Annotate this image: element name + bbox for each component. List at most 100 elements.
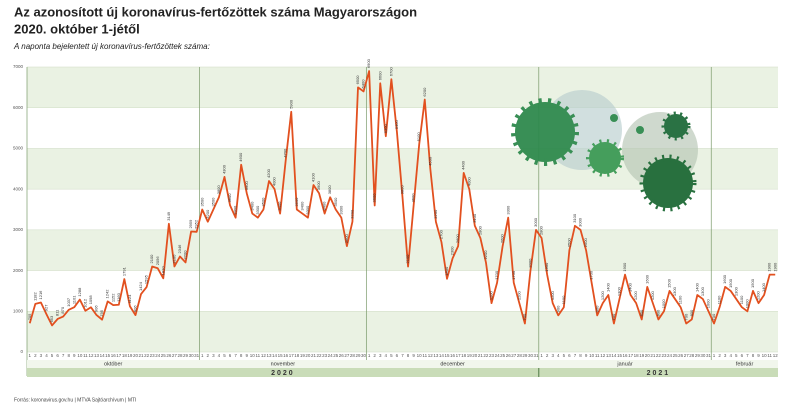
x-tick-label: 21 [478,353,484,358]
year-row [27,368,778,377]
value-label: 800 [639,309,644,316]
x-tick-label: 17 [116,353,122,358]
chart-subtitle: 2020. október 1-jétől [14,21,140,36]
x-tick-label: 7 [234,353,237,358]
value-label: 2200 [483,250,488,260]
value-label: 700 [522,313,527,320]
value-label: 5100 [416,132,421,142]
x-tick-label: 18 [122,353,128,358]
value-label: 3600 [411,193,416,203]
value-label: 5300 [383,124,388,134]
value-label: 6900 [366,58,371,68]
value-label: 3800 [400,185,405,195]
x-tick-label: 28 [350,353,356,358]
x-tick-label: 26 [506,353,512,358]
x-tick-label: 1 [713,353,716,358]
value-label: 1810 [160,266,165,276]
grid-band [27,229,778,271]
value-label: 3600 [372,193,377,203]
x-tick-label: 14 [439,353,445,358]
value-label: 3800 [216,185,221,195]
value-label: 3300 [505,205,510,215]
value-label: 1300 [733,286,738,296]
y-tick-label: 2000 [13,268,24,273]
value-label: 1400 [761,282,766,292]
value-label: 4200 [266,168,271,178]
value-label: 3100 [472,213,477,223]
value-label: 1400 [694,282,699,292]
axis-note: A naponta bejelentett új koronavírus-fer… [13,42,210,51]
source: Forrás: koronavirus.gov.hu | MTVA Sajtóa… [14,397,136,403]
x-tick-label: 19 [127,353,133,358]
x-tick-label: 13 [94,353,100,358]
x-tick-label: 25 [673,353,679,358]
chart-title: Az azonosított új koronavírus-fertőzötte… [14,4,417,19]
x-tick-label: 10 [417,353,423,358]
x-tick-label: 18 [461,353,467,358]
x-tick-label: 15 [105,353,111,358]
x-tick-label: 26 [166,353,172,358]
value-label: 1200 [633,290,638,300]
x-tick-label: 7 [746,353,749,358]
value-label: 2346 [177,244,182,254]
value-label: 1152 [110,293,115,302]
x-tick-label: 16 [283,353,289,358]
value-label: 5900 [288,99,293,109]
x-tick-label: 8 [579,353,582,358]
x-tick-label: 10 [762,353,768,358]
value-label: 2959 [188,219,193,229]
value-label: 1200 [550,290,555,300]
value-label: 3400 [299,201,304,211]
value-label: 800 [689,309,694,316]
value-label: 3300 [255,205,260,215]
x-tick-label: 31 [534,353,540,358]
value-label: 900 [594,305,599,312]
value-label: 1700 [589,270,594,280]
value-label: 900 [555,305,560,312]
y-tick-label: 6000 [13,105,24,110]
virus [511,98,579,166]
x-tick-label: 5 [390,353,393,358]
value-label: 800 [655,309,660,316]
x-tick-label: 1 [201,353,204,358]
x-tick-label: 20 [305,353,311,358]
x-tick-label: 2 [34,353,37,358]
x-tick-label: 9 [73,353,76,358]
x-tick-label: 9 [412,353,415,358]
x-tick-label: 20 [133,353,139,358]
value-label: 2600 [455,233,460,243]
value-label: 2000 [528,258,533,268]
value-label: 3400 [277,201,282,211]
value-label: 3600 [227,193,232,203]
value-label: 1300 [700,286,705,296]
x-tick-label: 11 [422,353,427,358]
x-tick-label: 10 [250,353,256,358]
value-label: 705 [27,313,32,320]
value-label: 3200 [433,209,438,219]
x-tick-label: 29 [695,353,701,358]
value-label: 6400 [361,79,366,89]
value-label: 3500 [294,197,299,207]
value-label: 1160 [116,292,121,301]
x-tick-label: 22 [483,353,489,358]
x-tick-label: 24 [667,353,673,358]
value-label: 906 [94,305,99,312]
value-label: 5400 [394,119,399,129]
x-tick-label: 30 [528,353,534,358]
x-tick-label: 29 [183,353,189,358]
value-label: 6200 [422,87,427,97]
value-label: 1300 [617,286,622,296]
x-tick-label: 28 [177,353,183,358]
value-label: 1100 [739,295,744,304]
x-tick-label: 3 [40,353,43,358]
value-label: 1012 [82,298,87,308]
value-label: 1200 [516,290,521,300]
x-tick-label: 6 [741,353,744,358]
value-label: 1124 [127,294,132,303]
x-tick-label: 16 [623,353,629,358]
value-label: 1424 [138,281,143,291]
value-label: 1500 [728,278,733,288]
x-tick-label: 6 [56,353,59,358]
value-label: 653 [49,315,54,322]
x-tick-label: 24 [155,353,161,358]
